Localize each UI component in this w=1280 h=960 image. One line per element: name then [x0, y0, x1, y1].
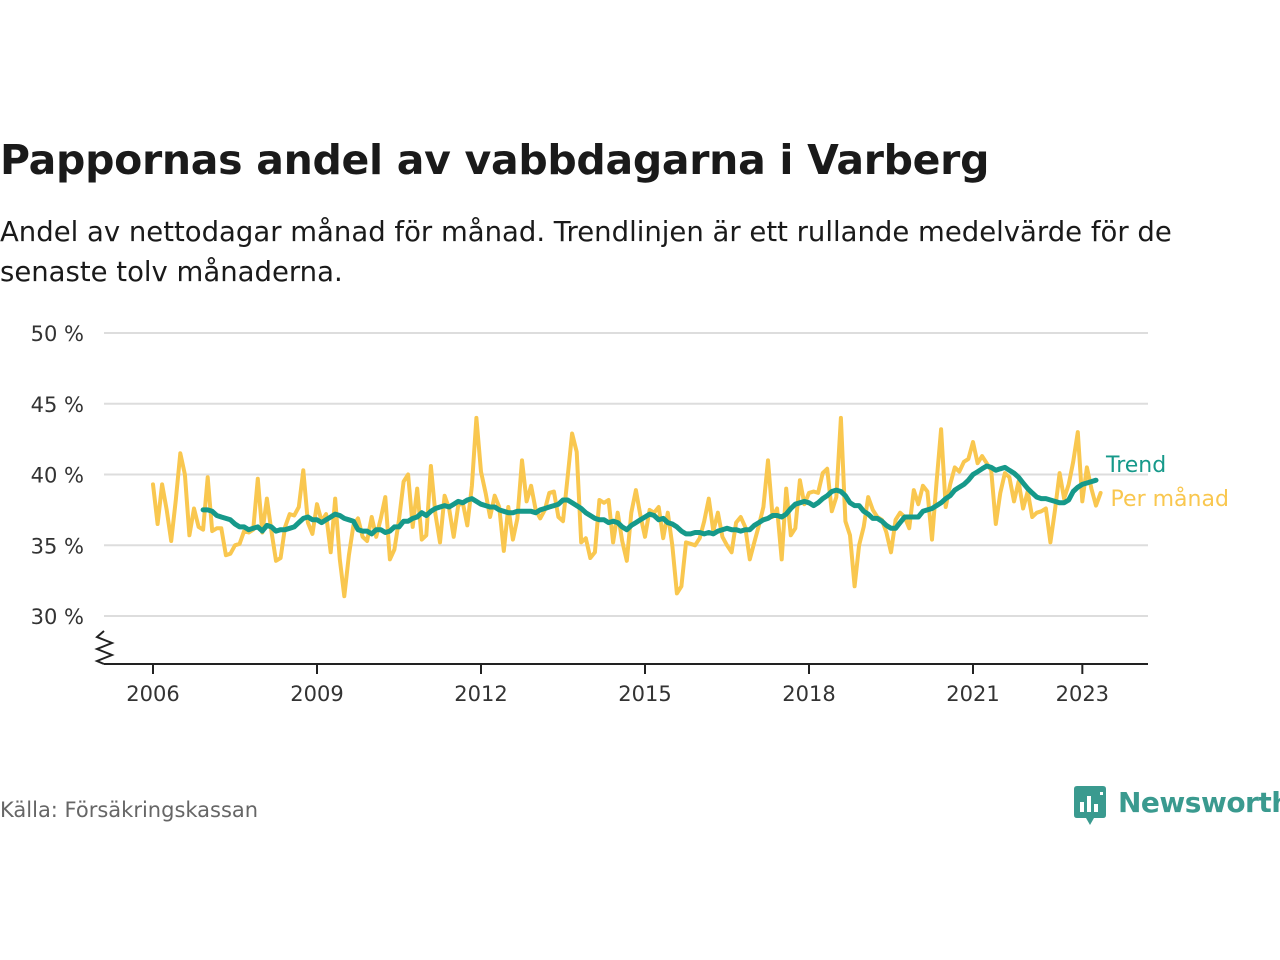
series-lines [151, 415, 1103, 599]
x-tick-label: 2009 [290, 682, 343, 706]
y-tick-label: 50 % [31, 322, 84, 346]
x-tick-label: 2018 [782, 682, 835, 706]
x-tick-label: 2012 [454, 682, 507, 706]
x-tick-label: 2015 [618, 682, 671, 706]
brand-name: Newsworthy [1118, 786, 1280, 819]
bar-chart-speech-icon [1074, 786, 1106, 825]
line-chart: 30 % 35 % 40 % 45 % 50 % 2006 2009 2012 2015 201… [31, 322, 1229, 706]
trend-label: Trend [1105, 453, 1166, 478]
y-tick-label: 40 % [31, 464, 84, 488]
chart-title: Pappornas andel av vabbdagarna i Varberg [0, 136, 990, 184]
chart-subtitle: Andel av nettodagar månad för månad. Tre… [0, 216, 1172, 288]
y-tick-label: 30 % [31, 605, 84, 629]
x-tick-label: 2006 [126, 682, 179, 706]
monthly-line [151, 415, 1103, 599]
x-axis [94, 630, 1148, 674]
series-labels: Per månad Trend [1105, 453, 1229, 512]
monthly-label: Per månad [1111, 486, 1229, 512]
zigzag-break-icon [94, 630, 115, 665]
y-tick-label: 35 % [31, 534, 84, 558]
x-tick-label: 2023 [1056, 682, 1109, 706]
grid-lines [104, 332, 1148, 617]
y-tick-label: 45 % [31, 393, 84, 417]
newsworthy-logo: Newsworthy [1072, 784, 1280, 828]
y-axis-labels: 30 % 35 % 40 % 45 % 50 % [31, 322, 84, 629]
x-axis-labels: 2006 2009 2012 2015 2018 2021 2023 [126, 682, 1109, 706]
trend-line [200, 463, 1099, 537]
source-note: Källa: Försäkringskassan [0, 798, 259, 822]
x-tick-label: 2021 [946, 682, 999, 706]
